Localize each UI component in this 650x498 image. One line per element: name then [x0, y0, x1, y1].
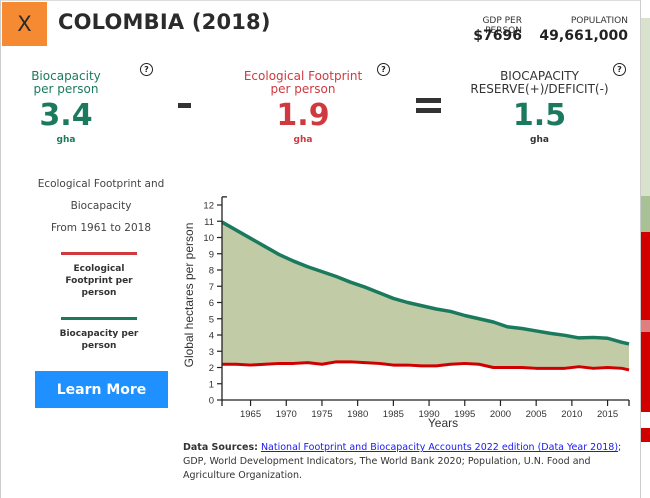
reserve-value: 1.5: [512, 98, 567, 133]
help-icon[interactable]: ?: [613, 63, 626, 76]
data-sources: Data Sources: National Footprint and Bio…: [183, 441, 633, 483]
page-title: COLOMBIA (2018): [58, 10, 271, 34]
footprint-label-line2: per person: [270, 82, 336, 96]
y-tick-label: 0: [209, 396, 214, 407]
legend-footprint-label: Ecological Footprint per person: [51, 263, 147, 299]
y-tick-label: 1: [209, 379, 214, 390]
gdp-value: $7696: [473, 28, 522, 44]
y-axis-label: Global hectares per person: [182, 223, 196, 368]
y-tick-label: 11: [204, 217, 214, 228]
legend-footprint-swatch: [61, 252, 137, 255]
x-tick-label: 2005: [526, 409, 547, 420]
biocapacity-label: Biocapacity per person: [11, 70, 121, 96]
x-tick-label: 1980: [347, 409, 368, 420]
x-tick-label: 1985: [383, 409, 404, 420]
legend-biocapacity-swatch: [61, 317, 137, 320]
background-fill: [641, 18, 650, 198]
gdp-label: GDP PER PERSON: [482, 16, 522, 36]
reserve-label-line2: RESERVE(+)/DEFICIT(-): [470, 82, 609, 96]
background-fill: [641, 232, 650, 320]
y-tick-label: 3: [209, 347, 214, 358]
background-fill: [641, 320, 650, 332]
reserve-area: [222, 222, 629, 370]
legend-text-line: Biocapacity per: [59, 329, 139, 339]
reserve-metric: BIOCAPACITY RESERVE(+)/DEFICIT(-) 1.5 gh…: [467, 70, 612, 146]
biocapacity-unit: gha: [56, 135, 76, 145]
y-tick-label: 8: [209, 266, 214, 277]
footprint-label: Ecological Footprint per person: [233, 70, 373, 96]
y-tick-label: 9: [209, 249, 214, 260]
biocapacity-label-line2: per person: [33, 82, 99, 96]
y-tick-label: 5: [209, 314, 214, 325]
x-tick-label: 2015: [597, 409, 618, 420]
population-value: 49,661,000: [539, 28, 628, 44]
background-fill: [641, 196, 650, 236]
background-fill: [641, 332, 650, 412]
footprint-metric: Ecological Footprint per person 1.9 gha: [233, 70, 373, 146]
x-tick-label: 1990: [418, 409, 439, 420]
learn-more-button[interactable]: Learn More: [35, 371, 168, 408]
x-tick-label: 2010: [561, 409, 582, 420]
y-tick-label: 12: [203, 201, 214, 212]
reserve-unit: gha: [530, 135, 549, 145]
x-axis-label: Years: [428, 416, 458, 430]
x-tick-label: 1965: [240, 409, 261, 420]
footprint-line: [222, 360, 630, 372]
legend-text-line: person: [81, 341, 117, 351]
legend-text-line: Footprint per: [65, 276, 133, 286]
y-tick-label: 2: [209, 363, 214, 374]
chart-description-line: Ecological Footprint and: [37, 178, 165, 190]
help-icon[interactable]: ?: [140, 63, 153, 76]
close-button[interactable]: X: [2, 2, 47, 46]
biocapacity-value: 3.4: [39, 98, 93, 133]
x-tick-label: 2000: [490, 409, 511, 420]
sources-label: Data Sources:: [183, 442, 258, 453]
minus-operator: [178, 103, 191, 108]
chart-description: Ecological Footprint and Biocapacity Fro…: [31, 173, 171, 239]
reserve-label-line1: BIOCAPACITY: [500, 69, 579, 83]
chart-description-line: Biocapacity: [70, 200, 132, 212]
x-tick-label: 1975: [311, 409, 332, 420]
legend-text-line: person: [81, 288, 117, 298]
equals-operator: [416, 98, 441, 103]
x-tick-label: 1970: [276, 409, 297, 420]
y-tick-label: 4: [209, 331, 214, 342]
sources-text: ; GDP, World Development Indicators, The…: [183, 442, 622, 481]
reserve-label: BIOCAPACITY RESERVE(+)/DEFICIT(-): [467, 70, 612, 96]
population-label: POPULATION: [570, 16, 628, 26]
footprint-label-line1: Ecological Footprint: [243, 69, 363, 83]
footprint-value: 1.9: [276, 98, 330, 133]
plot-layer: [221, 220, 630, 372]
footprint-unit: gha: [293, 135, 313, 145]
background-page-edge: [641, 0, 650, 498]
sources-link[interactable]: National Footprint and Biocapacity Accou…: [260, 442, 619, 453]
help-icon[interactable]: ?: [377, 63, 390, 76]
y-tick-label: 6: [209, 298, 214, 309]
y-tick-label: 7: [209, 282, 214, 293]
y-tick-label: 10: [203, 233, 214, 244]
biocapacity-line: [221, 220, 630, 346]
equals-operator: [416, 108, 441, 113]
close-icon: X: [17, 12, 32, 36]
biocapacity-label-line1: Biocapacity: [31, 69, 101, 83]
legend-biocapacity-label: Biocapacity per person: [51, 328, 147, 352]
chart-description-line: From 1961 to 2018: [50, 222, 151, 234]
biocapacity-metric: Biocapacity per person 3.4 gha: [11, 70, 121, 146]
legend-text-line: Ecological: [73, 264, 125, 274]
x-tick-label: 1995: [454, 409, 475, 420]
background-fill: [641, 428, 650, 442]
